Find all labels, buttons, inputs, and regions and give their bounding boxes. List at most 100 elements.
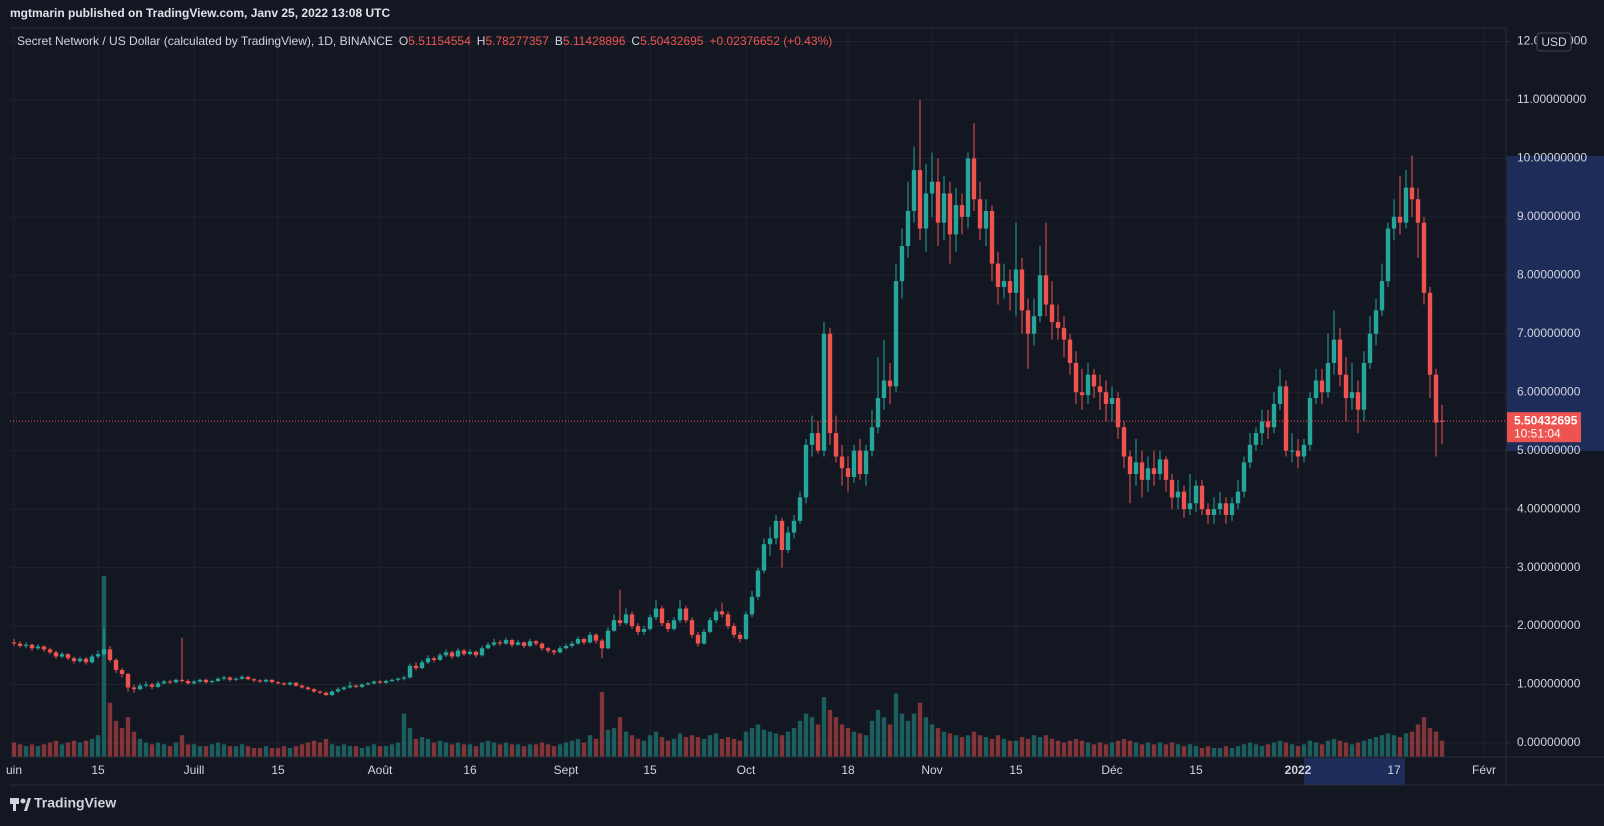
volume-bar <box>1397 737 1403 757</box>
candle-body <box>377 681 383 683</box>
candle-body <box>341 687 347 690</box>
volume-bar <box>791 728 797 757</box>
candle-body <box>1031 316 1037 334</box>
y-tick-label: 8.00000000 <box>1517 267 1581 281</box>
volume-bar <box>77 742 83 757</box>
volume-bar <box>1151 744 1157 757</box>
volume-bar <box>155 742 161 757</box>
volume-bar <box>911 713 917 757</box>
candle-body <box>185 681 191 684</box>
volume-bar <box>143 742 149 757</box>
volume-bar <box>557 744 563 757</box>
candle-body <box>1277 386 1283 404</box>
volume-bar <box>461 744 467 757</box>
volume-bar <box>803 713 809 757</box>
candle-body <box>1157 459 1163 475</box>
candle-body <box>17 643 23 646</box>
time-range-highlight <box>1304 758 1405 785</box>
candle-body <box>539 643 545 649</box>
candle-body <box>827 333 833 434</box>
volume-bar <box>191 744 197 757</box>
candle-body <box>1235 491 1241 504</box>
volume-bar <box>959 737 965 757</box>
x-tick-label: Août <box>368 763 393 777</box>
volume-bar <box>1349 744 1355 757</box>
volume-bar <box>359 747 365 757</box>
volume-bar <box>281 746 287 757</box>
price-range-highlight <box>1507 156 1604 451</box>
x-tick-label: Sept <box>554 763 579 777</box>
volume-bar <box>1115 740 1121 757</box>
volume-bar <box>845 728 851 757</box>
candle-body <box>1067 339 1073 363</box>
candle-body <box>629 614 635 627</box>
volume-bar <box>509 744 515 757</box>
volume-bar <box>419 737 425 757</box>
candle-body <box>761 544 767 571</box>
candle-body <box>659 608 665 624</box>
candle-body <box>1127 456 1133 475</box>
candle-body <box>863 450 869 475</box>
candle-body <box>1049 304 1055 323</box>
candle-body <box>407 665 413 678</box>
volume-bar <box>1199 747 1205 757</box>
volume-bar <box>1187 744 1193 757</box>
candle-body <box>767 538 773 545</box>
candle-body <box>533 641 539 644</box>
volume-bar <box>1097 742 1103 757</box>
candle-body <box>143 684 149 686</box>
volume-bar <box>467 744 473 757</box>
grid <box>10 28 1506 757</box>
candle-body <box>167 681 173 683</box>
candle-body <box>911 170 917 211</box>
candle-body <box>785 532 791 551</box>
candle-body <box>605 630 611 649</box>
volume-bar <box>371 744 377 757</box>
candle-body <box>935 181 941 223</box>
volume-bar <box>119 728 125 757</box>
volume-bar <box>1367 738 1373 757</box>
candle-body <box>839 456 845 469</box>
candle-body <box>509 640 515 645</box>
currency-box[interactable] <box>1536 32 1572 52</box>
volume-bar <box>1025 738 1031 757</box>
candle-body <box>317 691 323 693</box>
candle-body <box>383 681 389 683</box>
volume-bar <box>989 738 995 757</box>
candle-body <box>1367 333 1373 363</box>
volume-bar <box>737 740 743 757</box>
volume-bar <box>623 731 629 757</box>
volume-bar <box>581 742 587 757</box>
volume-bar <box>137 738 143 757</box>
candle-body <box>1109 398 1115 404</box>
x-tick-label: 15 <box>91 763 105 777</box>
volume-bar <box>353 746 359 757</box>
currency[interactable]: USD <box>1541 35 1567 49</box>
volume-bar <box>131 731 137 757</box>
candle-body <box>281 683 287 685</box>
volume-bar <box>233 746 239 757</box>
candle-body <box>545 648 551 651</box>
volume-bar <box>1307 740 1313 757</box>
candle-body <box>1007 281 1013 293</box>
volume-bar <box>1061 742 1067 757</box>
candle-body <box>1193 485 1199 504</box>
volume-bar <box>635 738 641 757</box>
volume-bar <box>587 735 593 757</box>
volume-bar <box>1301 744 1307 757</box>
volume-bar <box>599 691 605 757</box>
volume-bar <box>503 742 509 757</box>
candle-body <box>1313 380 1319 399</box>
candle-body <box>857 450 863 475</box>
candle-body <box>1145 468 1151 480</box>
volume-bar <box>731 738 737 757</box>
candle-body <box>479 648 485 656</box>
brand[interactable]: TradingView <box>34 795 116 811</box>
candle-body <box>209 681 215 683</box>
volume-bar <box>83 740 89 757</box>
candle-body <box>521 642 527 646</box>
candle-body <box>137 685 143 690</box>
candle-body <box>191 681 197 684</box>
candle-body <box>917 170 923 229</box>
